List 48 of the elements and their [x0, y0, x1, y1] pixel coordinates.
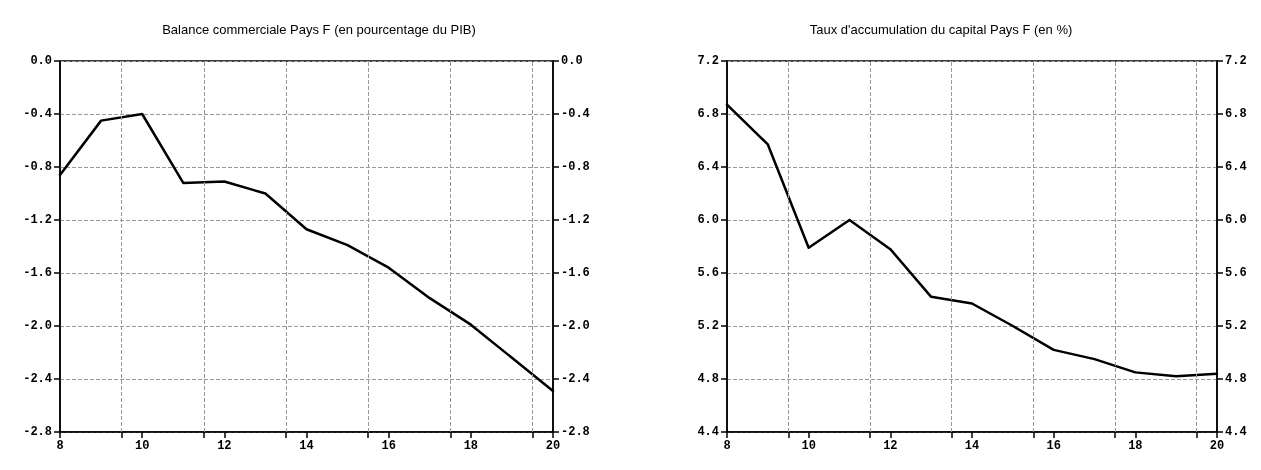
y2-tick-label: 6.8 — [1225, 107, 1247, 121]
y2-tick-label: 0.0 — [561, 54, 583, 68]
chart-title: Balance commerciale Pays F (en pourcentage du PIB) — [162, 22, 476, 37]
y-tick-label: -2.4 — [23, 372, 52, 386]
x-tick-label: 20 — [1209, 439, 1225, 453]
y2-tick-label: 4.4 — [1225, 425, 1247, 439]
x-tick-label: 12 — [883, 439, 898, 453]
x-tick-label: 18 — [1128, 439, 1143, 453]
x-tick-label: 10 — [134, 439, 150, 453]
y2-tick-label: -0.4 — [561, 107, 590, 121]
y2-tick-label: -2.0 — [561, 319, 590, 333]
x-tick-label: 20 — [545, 439, 561, 453]
y-tick-label: 6.0 — [697, 213, 719, 227]
y-tick-label: -0.4 — [23, 107, 52, 121]
y2-tick-label: 7.2 — [1225, 54, 1247, 68]
x-tick-label: 10 — [801, 439, 816, 453]
x-tick-label: 14 — [964, 439, 980, 453]
x-tick-label: 16 — [1046, 439, 1061, 453]
y-tick-label: 7.2 — [697, 54, 719, 68]
x-tick-label: 8 — [723, 439, 731, 453]
x-tick-label: 14 — [299, 439, 314, 453]
y2-tick-label: -0.8 — [561, 160, 590, 174]
y-tick-label: -2.8 — [23, 425, 52, 439]
y-tick-label: 5.2 — [697, 319, 719, 333]
y-tick-label: 0.0 — [30, 54, 52, 68]
y-tick-label: -2.0 — [23, 319, 52, 333]
x-tick-label: 12 — [217, 439, 232, 453]
y-tick-label: 5.6 — [697, 266, 719, 280]
y-tick-label: 4.4 — [697, 425, 719, 439]
y2-tick-label: 6.0 — [1225, 213, 1247, 227]
y-tick-label: 6.8 — [697, 107, 719, 121]
y-tick-label: 6.4 — [697, 160, 719, 174]
y-tick-label: -1.6 — [23, 266, 52, 280]
y2-tick-label: -1.2 — [561, 213, 590, 227]
y-tick-label: -1.2 — [23, 213, 52, 227]
y-tick-label: -0.8 — [23, 160, 52, 174]
x-tick-label: 16 — [381, 439, 396, 453]
y2-tick-label: 4.8 — [1225, 372, 1247, 386]
chart-title: Taux d'accumulation du capital Pays F (en %) — [809, 22, 1073, 37]
y2-tick-label: 5.6 — [1225, 266, 1247, 280]
y2-tick-label: 6.4 — [1225, 160, 1247, 174]
x-tick-label: 18 — [463, 439, 479, 453]
y2-tick-label: 5.2 — [1225, 319, 1247, 333]
y2-tick-label: -2.4 — [561, 372, 590, 386]
x-tick-label: 8 — [56, 439, 64, 453]
y2-tick-label: -2.8 — [561, 425, 590, 439]
y-tick-label: 4.8 — [697, 372, 719, 386]
y2-tick-label: -1.6 — [561, 266, 590, 280]
